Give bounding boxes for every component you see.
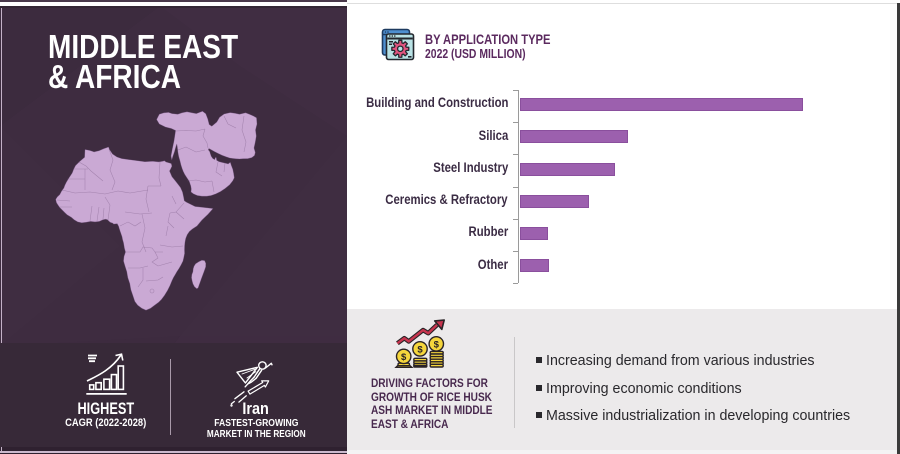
svg-text:$: $	[417, 344, 423, 355]
svg-text:$: $	[401, 352, 407, 363]
svg-text:$: $	[434, 339, 440, 350]
